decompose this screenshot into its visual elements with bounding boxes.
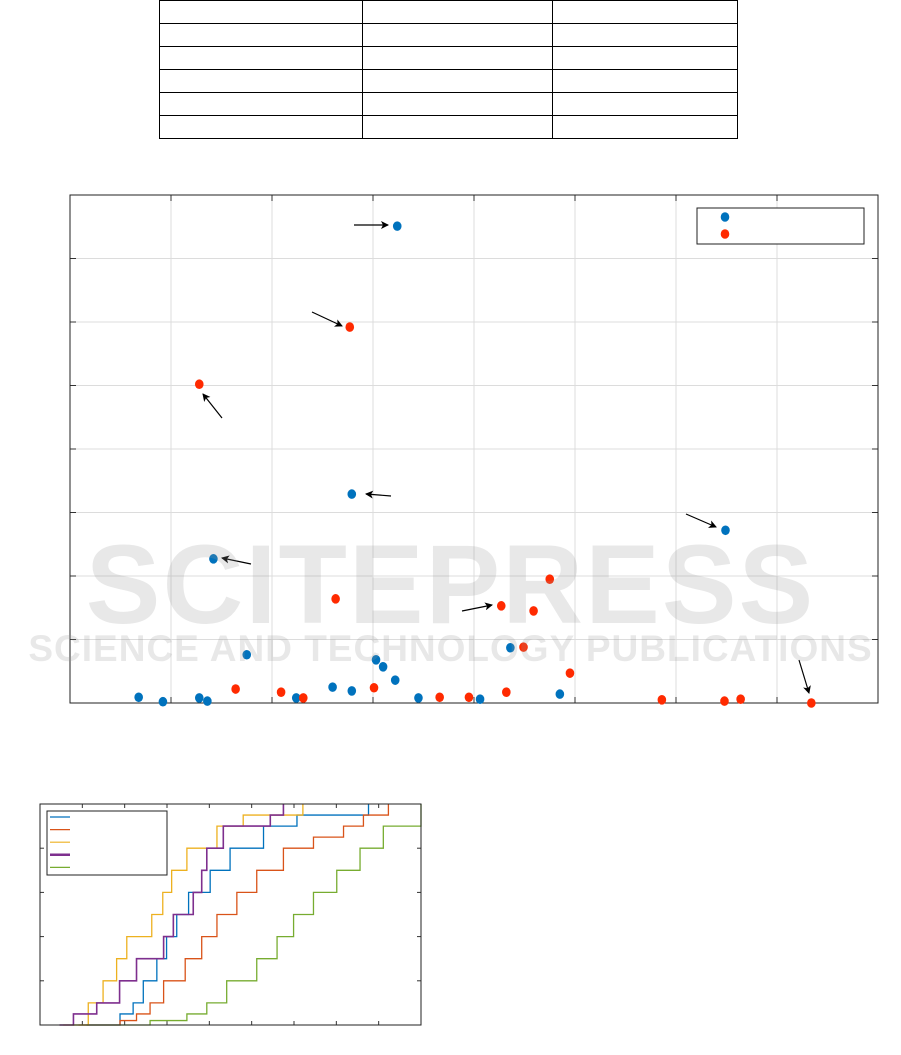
cdf-chart [39, 803, 422, 1026]
data-point [369, 682, 379, 693]
data-point [331, 594, 340, 604]
legend-marker [720, 229, 730, 239]
data-point [807, 698, 816, 708]
data-point [506, 642, 515, 653]
legend [696, 207, 865, 245]
legend-marker [720, 212, 730, 222]
data-point [194, 379, 204, 390]
data-point [194, 693, 204, 703]
data-point [347, 686, 357, 696]
data-point [390, 675, 400, 685]
annotation-arrow [311, 311, 343, 327]
data-point [378, 662, 388, 672]
annotation-arrow [365, 490, 392, 499]
data-point [347, 489, 357, 499]
data-point [555, 689, 565, 699]
cdf-line [59, 804, 285, 1026]
data-point [720, 696, 729, 706]
annotation-arrow [221, 555, 252, 565]
data-point [134, 692, 143, 703]
data-point [502, 687, 511, 698]
annotation-arrow [202, 393, 223, 419]
data-point [414, 693, 423, 703]
annotation-arrow [798, 659, 811, 694]
data-point [209, 554, 218, 564]
cdf-line [73, 804, 422, 1026]
scatter-chart [69, 194, 879, 708]
annotation-arrow [461, 602, 493, 612]
data-point [203, 696, 212, 706]
data-point [519, 642, 528, 652]
data-point [291, 693, 301, 703]
table-row [159, 92, 738, 116]
data-point [231, 684, 240, 694]
plot-frame [39, 803, 422, 1026]
table-row [159, 115, 738, 139]
data-point [158, 696, 168, 707]
data-point [371, 655, 381, 665]
data-point [242, 649, 252, 660]
data-point [475, 694, 485, 704]
data-point [328, 682, 337, 692]
plot-frame [69, 194, 879, 704]
table-row [159, 69, 738, 93]
data-point [392, 221, 402, 231]
annotation-arrow [685, 513, 717, 528]
data-point [496, 601, 506, 611]
data-point [529, 606, 538, 616]
data-point [657, 695, 667, 705]
data-point [721, 525, 730, 536]
data-point [736, 694, 745, 704]
data-table [159, 0, 738, 139]
data-point [464, 692, 474, 703]
data-point [299, 693, 308, 703]
table-row [159, 46, 738, 70]
data-point [345, 322, 355, 332]
legend [46, 810, 168, 876]
cdf-line [78, 804, 390, 1026]
data-point [435, 692, 444, 703]
data-point [276, 687, 286, 698]
data-point [565, 668, 575, 678]
data-point [545, 574, 555, 584]
